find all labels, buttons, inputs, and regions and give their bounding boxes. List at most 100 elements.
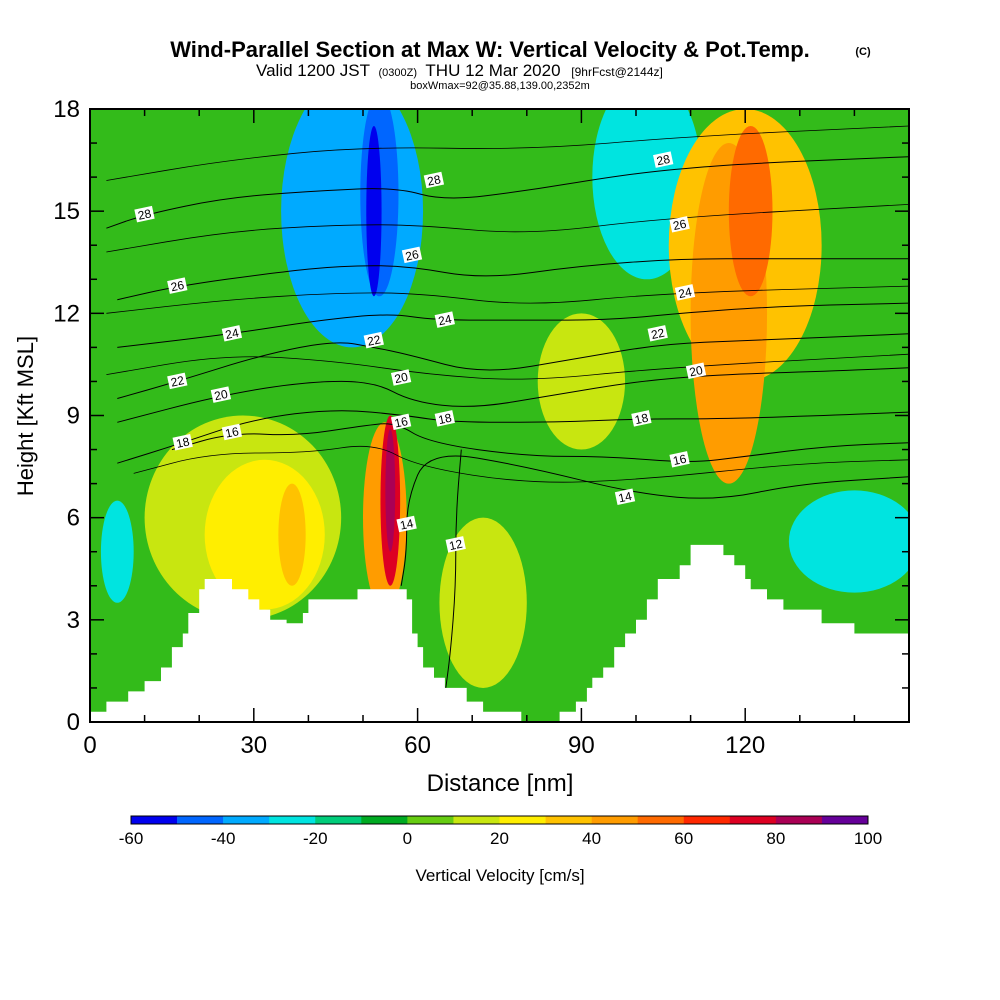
colorbar-swatch: [821, 816, 869, 824]
contour-label-text: 18: [175, 434, 191, 451]
contour-label-text: 26: [672, 216, 688, 233]
contour-label-text: 22: [366, 332, 382, 349]
colorbar-tick-label: 0: [403, 829, 412, 848]
contour-label: 26: [167, 277, 188, 294]
contour-label: 24: [221, 325, 243, 342]
y-tick-label: 3: [67, 607, 80, 634]
theta-contour-26: [117, 258, 909, 301]
y-tick-label: 9: [67, 403, 80, 430]
theta-contour-14: [400, 455, 909, 586]
valid-date: THU 12 Mar 2020: [425, 61, 560, 80]
colorbar-swatch: [315, 816, 362, 824]
x-tick-label: 30: [240, 732, 267, 759]
colorbar-swatch: [499, 816, 546, 824]
contour-label-text: 26: [169, 278, 185, 295]
colorbar-tick-label: -20: [303, 829, 328, 848]
contour-label-text: 16: [672, 451, 688, 468]
contour-label-text: 28: [426, 172, 442, 189]
colorbar-swatch: [131, 816, 178, 824]
contour-label: 18: [434, 410, 455, 427]
colorbar-tick-label: 100: [854, 829, 882, 848]
contour-label: 28: [423, 171, 445, 189]
contour-label-text: 28: [655, 152, 671, 169]
contour-label-text: 20: [688, 363, 704, 380]
velocity-cell: [385, 429, 396, 552]
contour-labels: 28 26 24 22 20 18 16 28 26 24 22 20 16 18 14 12 28 26 24 22…: [134, 151, 707, 553]
theta-contour: [133, 445, 909, 483]
colorbar-tick-label: 80: [766, 829, 785, 848]
velocity-cell: [278, 483, 306, 586]
colorbar-swatch: [775, 816, 823, 824]
y-axis-label: Height [Kft MSL]: [13, 336, 38, 496]
contour-label: 18: [172, 433, 193, 451]
theta-contour-22: [117, 333, 909, 399]
colorbar-swatch: [453, 816, 500, 824]
contour-label: 22: [363, 331, 384, 349]
colorbar-label: Vertical Velocity [cm/s]: [415, 866, 584, 885]
contour-label: 24: [434, 311, 455, 329]
colorbar-swatch: [177, 816, 224, 824]
theta-contour: [106, 353, 909, 380]
box-info: boxWmax=92@35.88,139.00,2352m: [410, 80, 590, 92]
y-tick-label: 6: [67, 505, 80, 532]
theta-contour: [106, 125, 909, 181]
y-tick-label: 12: [53, 300, 80, 327]
colorbar-swatch: [683, 816, 731, 824]
theta-contour-12: [444, 449, 462, 695]
colorbar-tick-label: -60: [119, 829, 144, 848]
x-tick-label: 120: [725, 732, 765, 759]
contour-label: 24: [674, 284, 696, 301]
valid-time-line: Valid 1200 JST (0300Z) THU 12 Mar 2020 […: [256, 61, 663, 80]
contour-label-text: 22: [169, 373, 185, 390]
x-tick-label: 60: [404, 732, 431, 759]
x-tick-label: 90: [568, 732, 595, 759]
colorbar-frame: [130, 815, 869, 825]
contour-label-text: 24: [437, 312, 453, 329]
theta-contours: [106, 125, 909, 695]
velocity-cell: [788, 490, 909, 593]
colorbar-tick-label: 40: [582, 829, 601, 848]
contour-label-text: 26: [404, 247, 420, 264]
copyright-mark: (C): [855, 46, 871, 58]
colorbar-swatch: [591, 816, 638, 824]
contour-label-text: 14: [617, 489, 633, 506]
contour-label-text: 22: [650, 325, 666, 342]
colorbar-swatch: [545, 816, 592, 824]
x-tick-label: 0: [83, 732, 96, 759]
colorbar-swatch: [637, 816, 685, 824]
y-tick-label: 15: [53, 198, 80, 225]
colorbar-swatch: [361, 816, 408, 824]
terrain: [90, 544, 909, 722]
contour-label: 20: [390, 369, 412, 387]
velocity-field: [100, 109, 909, 688]
contour-label: 14: [396, 515, 417, 533]
contour-label: 22: [647, 325, 668, 342]
contour-label: 26: [669, 216, 690, 233]
y-tick-label: 0: [67, 709, 80, 736]
contour-label-text: 16: [393, 414, 409, 431]
x-axis: 0 30 60 90 120: [83, 109, 910, 759]
velocity-cell: [281, 109, 424, 348]
colorbar-swatch: [269, 816, 316, 824]
contour-label-text: 20: [213, 387, 229, 404]
velocity-cell: [728, 126, 773, 297]
colorbar-tick-label: -40: [211, 829, 236, 848]
contour-label: 28: [653, 151, 674, 168]
contour-label: 12: [445, 536, 466, 553]
contour-label: 28: [134, 205, 155, 223]
velocity-cell: [100, 500, 134, 603]
colorbar-swatch: [729, 816, 777, 824]
x-axis-label: Distance [nm]: [427, 770, 574, 797]
contour-label-text: 20: [393, 370, 409, 387]
colorbar-swatch: [223, 816, 270, 824]
velocity-cell: [537, 313, 626, 450]
colorbar-tick-label: 20: [490, 829, 509, 848]
contour-label: 20: [210, 386, 232, 404]
theta-contour-28: [106, 156, 909, 229]
forecast-info: [9hrFcst@2144z]: [571, 65, 663, 79]
contour-label-text: 16: [224, 424, 240, 441]
contour-label-text: 18: [634, 411, 650, 428]
contour-label: 16: [221, 423, 243, 441]
theta-contour-16: [171, 423, 909, 462]
